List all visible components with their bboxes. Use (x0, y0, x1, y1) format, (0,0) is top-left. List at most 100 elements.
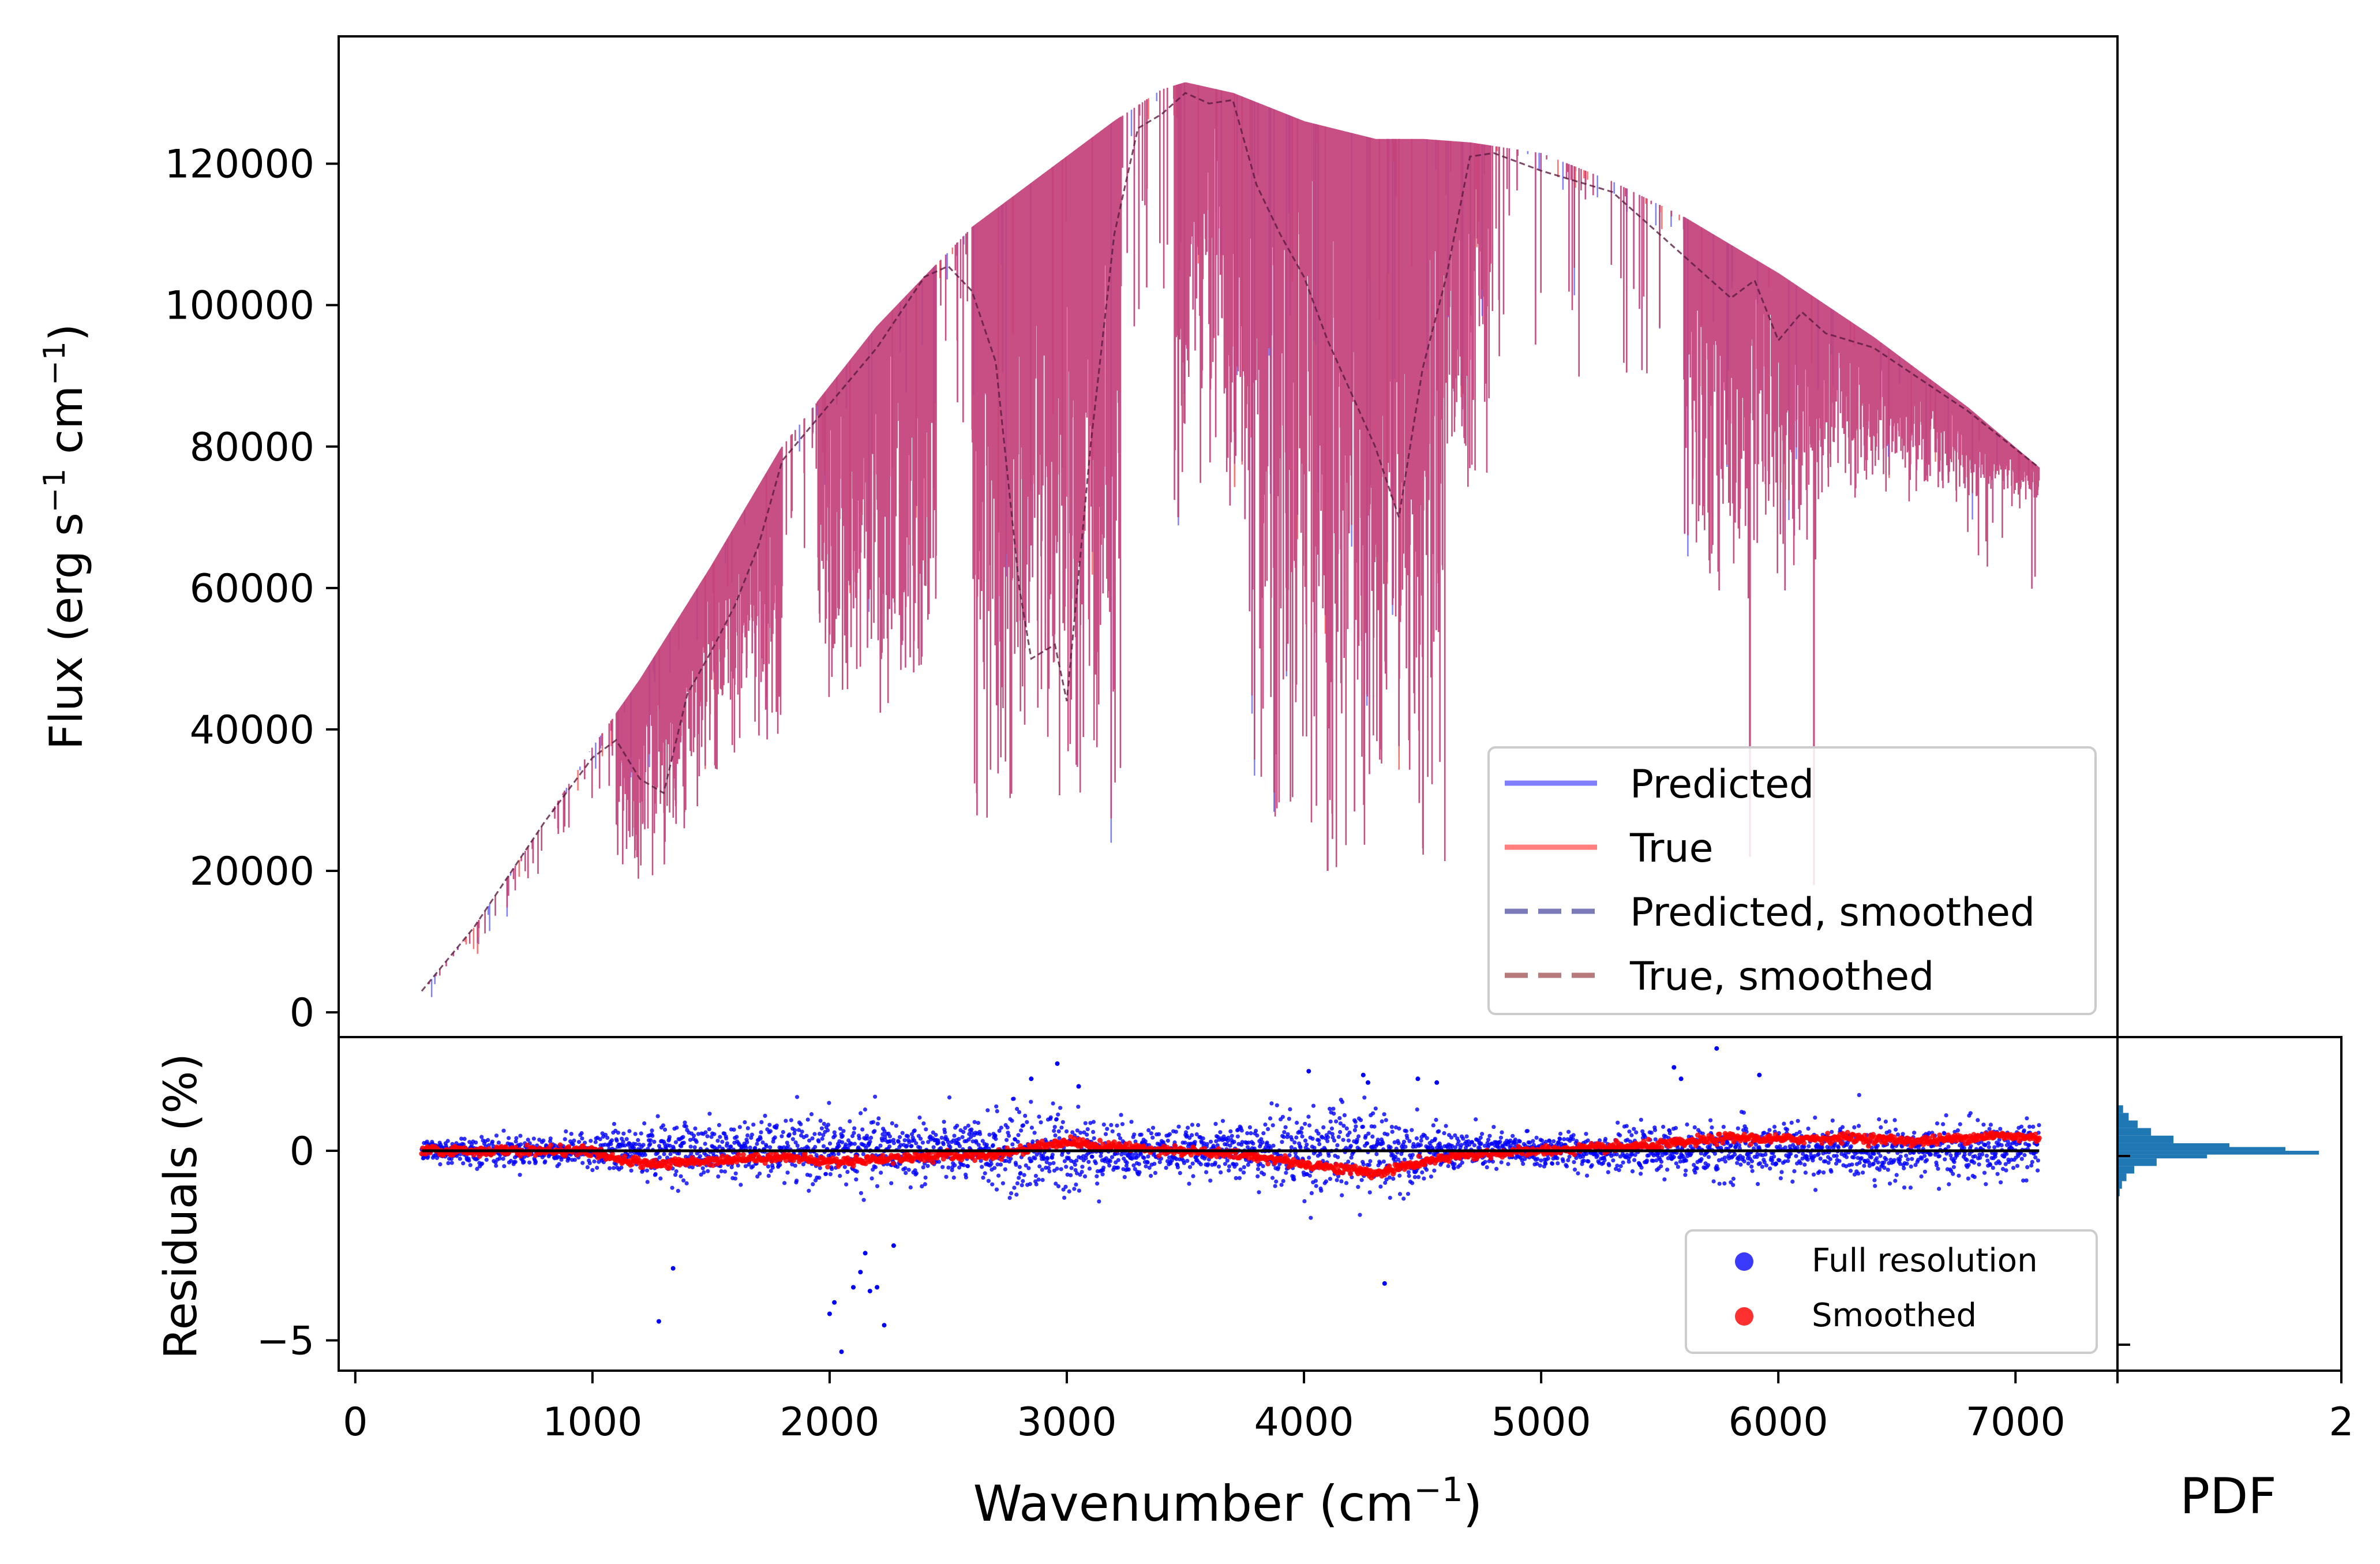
residual-point (1406, 1192, 1410, 1196)
residual-point (1902, 1185, 1906, 1189)
residual-point (978, 1132, 982, 1136)
residual-point (903, 1166, 907, 1170)
residual-point (953, 1163, 957, 1167)
residual-point (1021, 1179, 1025, 1183)
residual-point (1295, 1121, 1299, 1125)
residual-point (859, 1111, 863, 1115)
spectrum-legend: Predicted True Predicted, smoothed True,… (1489, 747, 2096, 1014)
residual-point (1061, 1120, 1065, 1124)
residual-point (2027, 1143, 2031, 1147)
residual-point (874, 1165, 878, 1169)
residual-point (2015, 1164, 2019, 1168)
residual-point (564, 1129, 568, 1133)
residual-point (767, 1174, 771, 1178)
residual-point (913, 1128, 917, 1132)
residual-point (1262, 1172, 1266, 1176)
residual-point (1324, 1180, 1328, 1184)
residual-outlier-point (832, 1300, 837, 1305)
residual-point (2036, 1158, 2040, 1162)
residual-point (822, 1144, 826, 1148)
residual-point (889, 1181, 893, 1185)
residual-point (1969, 1111, 1973, 1115)
residual-point (642, 1121, 646, 1125)
residual-point (1796, 1119, 1800, 1123)
residual-point (569, 1132, 574, 1136)
residual-point (743, 1120, 747, 1124)
residual-point (1274, 1180, 1278, 1184)
residual-point (1115, 1124, 1119, 1128)
residual-point (739, 1183, 743, 1187)
residual-point (1946, 1144, 1950, 1148)
residual-point (663, 1128, 667, 1132)
residual-point (1261, 1164, 1265, 1168)
residual-point (1339, 1179, 1343, 1183)
residual-point (1883, 1166, 1887, 1170)
residual-point (808, 1173, 812, 1177)
residual-point (702, 1170, 706, 1174)
residual-point (725, 1142, 729, 1146)
residual-point (1631, 1169, 1635, 1173)
residual-point (759, 1120, 763, 1124)
residual-point (1804, 1170, 1808, 1174)
residual-point (1852, 1125, 1856, 1129)
residual-point (942, 1142, 946, 1146)
residual-point (1354, 1120, 1358, 1124)
residual-point (1551, 1139, 1556, 1143)
residual-point (1731, 1177, 1736, 1181)
residual-point (781, 1130, 785, 1134)
residual-point (1335, 1178, 1339, 1182)
residual-point (1053, 1125, 1057, 1129)
residual-point (1234, 1176, 1238, 1180)
residual-point (857, 1136, 861, 1140)
residual-point (1225, 1159, 1230, 1163)
residual-point (1006, 1125, 1010, 1129)
residual-point (474, 1140, 478, 1144)
residual-point (707, 1127, 711, 1131)
residual-point (1566, 1130, 1571, 1134)
residual-point (629, 1169, 634, 1173)
residual-point (1892, 1158, 1896, 1162)
residual-point (841, 1129, 845, 1133)
residual-point (1275, 1103, 1279, 1107)
residual-point (892, 1141, 896, 1145)
residual-point (1391, 1177, 1395, 1181)
residual-point (1076, 1105, 1080, 1109)
residual-point (707, 1112, 711, 1116)
residual-point (925, 1164, 929, 1168)
residual-point (1354, 1124, 1358, 1128)
residual-point (992, 1166, 996, 1170)
residual-point (1104, 1132, 1108, 1136)
residual-point (1382, 1112, 1386, 1116)
spectrum-y-tick-label: 40000 (190, 708, 314, 753)
residual-point (1828, 1157, 1832, 1161)
residual-point (1407, 1170, 1411, 1174)
residual-point (1746, 1161, 1751, 1165)
residual-point (1821, 1170, 1826, 1174)
residual-point (1845, 1155, 1849, 1159)
residual-point (987, 1179, 991, 1183)
residual-point (940, 1136, 944, 1140)
residual-point (656, 1114, 660, 1118)
residual-point (1335, 1143, 1339, 1147)
residual-point (1936, 1167, 1940, 1171)
residual-point (768, 1145, 772, 1149)
residual-point (917, 1116, 921, 1120)
residual-point (1073, 1163, 1077, 1167)
residual-point (859, 1191, 863, 1195)
smoothed-residual-point (557, 1142, 563, 1147)
residual-point (1857, 1124, 1861, 1128)
residual-point (616, 1131, 620, 1135)
residual-point (1899, 1154, 1903, 1158)
residual-point (921, 1140, 925, 1144)
residual-point (1912, 1131, 1916, 1135)
residual-point (2027, 1125, 2032, 1129)
residual-point (1365, 1142, 1369, 1146)
residual-point (1360, 1178, 1364, 1182)
residual-point (1672, 1155, 1676, 1159)
residual-point (1582, 1159, 1586, 1163)
residual-point (1758, 1161, 1762, 1165)
residual-point (924, 1127, 928, 1131)
residual-point (1157, 1132, 1161, 1136)
residual-point (1627, 1159, 1631, 1163)
residual-point (981, 1176, 985, 1180)
